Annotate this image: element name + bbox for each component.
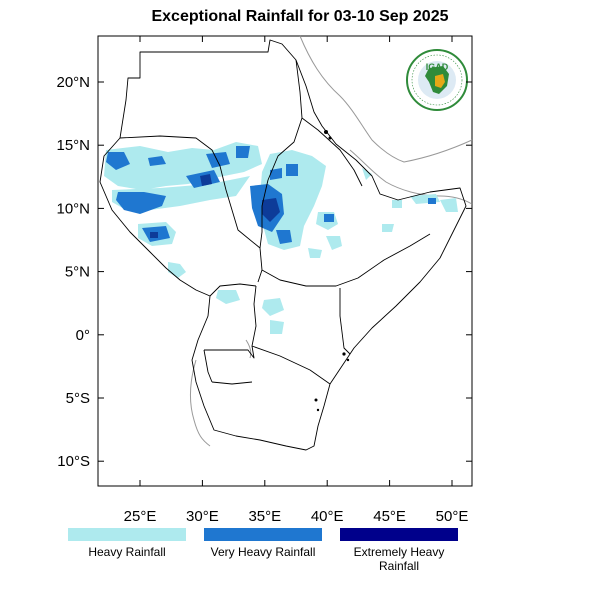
- lon-tick-label: 45°E: [373, 508, 406, 525]
- lon-tick-label: 35°E: [248, 508, 281, 525]
- islands: [314, 130, 350, 412]
- legend-entry: Extremely Heavy Rainfall: [340, 528, 458, 573]
- lat-tick-label: 5°N: [65, 264, 90, 281]
- logo-text: IGAD: [426, 62, 449, 72]
- legend-swatch: [68, 528, 186, 541]
- lat-tick-label: 5°S: [66, 390, 90, 407]
- country-boundaries: [99, 39, 467, 451]
- lat-tick-label: 15°N: [56, 137, 90, 154]
- lon-tick-label: 40°E: [311, 508, 344, 525]
- legend-swatch: [340, 528, 458, 541]
- map-title: Exceptional Rainfall for 03-10 Sep 2025: [151, 8, 449, 25]
- legend-label: Heavy Rainfall: [88, 545, 166, 559]
- legend-swatch: [204, 528, 322, 541]
- lat-tick-label: 0°: [76, 327, 90, 344]
- lat-tick-label: 10°S: [57, 453, 90, 470]
- longitude-axis: 25°E 30°E 35°E 40°E 45°E 50°E: [124, 36, 469, 525]
- map-frame: [97, 35, 473, 487]
- lon-tick-label: 30°E: [186, 508, 219, 525]
- latitude-axis: 20°N 15°N 10°N 5°N 0° 5°S 10°S: [56, 74, 472, 470]
- legend-label: Extremely Heavy Rainfall: [353, 545, 445, 573]
- igad-logo: IGAD: [406, 49, 468, 111]
- neighbour-boundaries: [189, 35, 473, 447]
- legend-entry: Very Heavy Rainfall: [204, 528, 322, 559]
- rainfall-areas: [104, 142, 458, 334]
- lat-tick-label: 20°N: [56, 74, 90, 91]
- legend-entry: Heavy Rainfall: [68, 528, 186, 559]
- extremely-heavy-rainfall-area: [150, 174, 280, 238]
- lon-tick-label: 50°E: [436, 508, 469, 525]
- lon-tick-label: 25°E: [124, 508, 157, 525]
- lat-tick-label: 10°N: [56, 200, 90, 217]
- legend-label: Very Heavy Rainfall: [210, 545, 316, 559]
